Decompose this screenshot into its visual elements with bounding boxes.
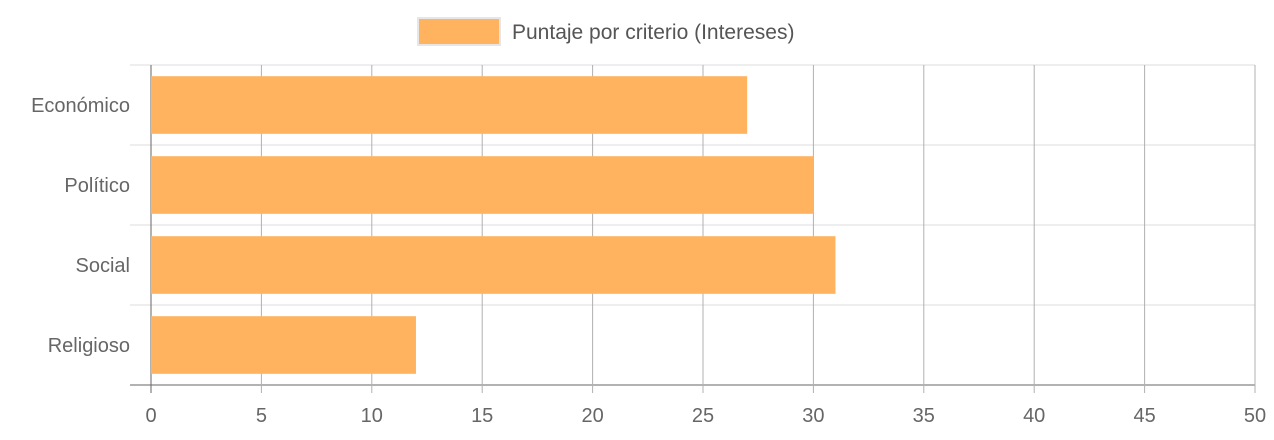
- legend[interactable]: Puntaje por criterio (Intereses): [417, 17, 794, 46]
- x-tick-label: 40: [1023, 405, 1045, 427]
- legend-label[interactable]: Puntaje por criterio (Intereses): [512, 21, 794, 44]
- category-label: Económico: [31, 95, 130, 117]
- x-tick-label: 10: [361, 405, 383, 427]
- x-tick-label: 20: [581, 405, 603, 427]
- bar[interactable]: [151, 316, 416, 374]
- bar[interactable]: [151, 236, 836, 294]
- category-label: Social: [76, 255, 130, 277]
- category-label: Religioso: [48, 335, 130, 357]
- x-tick-label: 35: [913, 405, 935, 427]
- x-tick-label: 5: [256, 405, 267, 427]
- x-tick-label: 15: [471, 405, 493, 427]
- category-labels: Económico Político Social Religioso: [31, 95, 130, 357]
- bars: [151, 76, 836, 374]
- bar[interactable]: [151, 156, 814, 214]
- category-label: Político: [64, 175, 130, 197]
- legend-swatch[interactable]: [417, 17, 501, 46]
- x-tick-label: 25: [692, 405, 714, 427]
- bar[interactable]: [151, 76, 748, 134]
- x-tick-label: 0: [145, 405, 156, 427]
- x-tick-label: 30: [802, 405, 824, 427]
- x-tick-label: 50: [1244, 405, 1266, 427]
- x-tick-labels: 0 5 10 15 20 25 30 35 40 45 50: [145, 405, 1266, 427]
- x-tick-label: 45: [1133, 405, 1155, 427]
